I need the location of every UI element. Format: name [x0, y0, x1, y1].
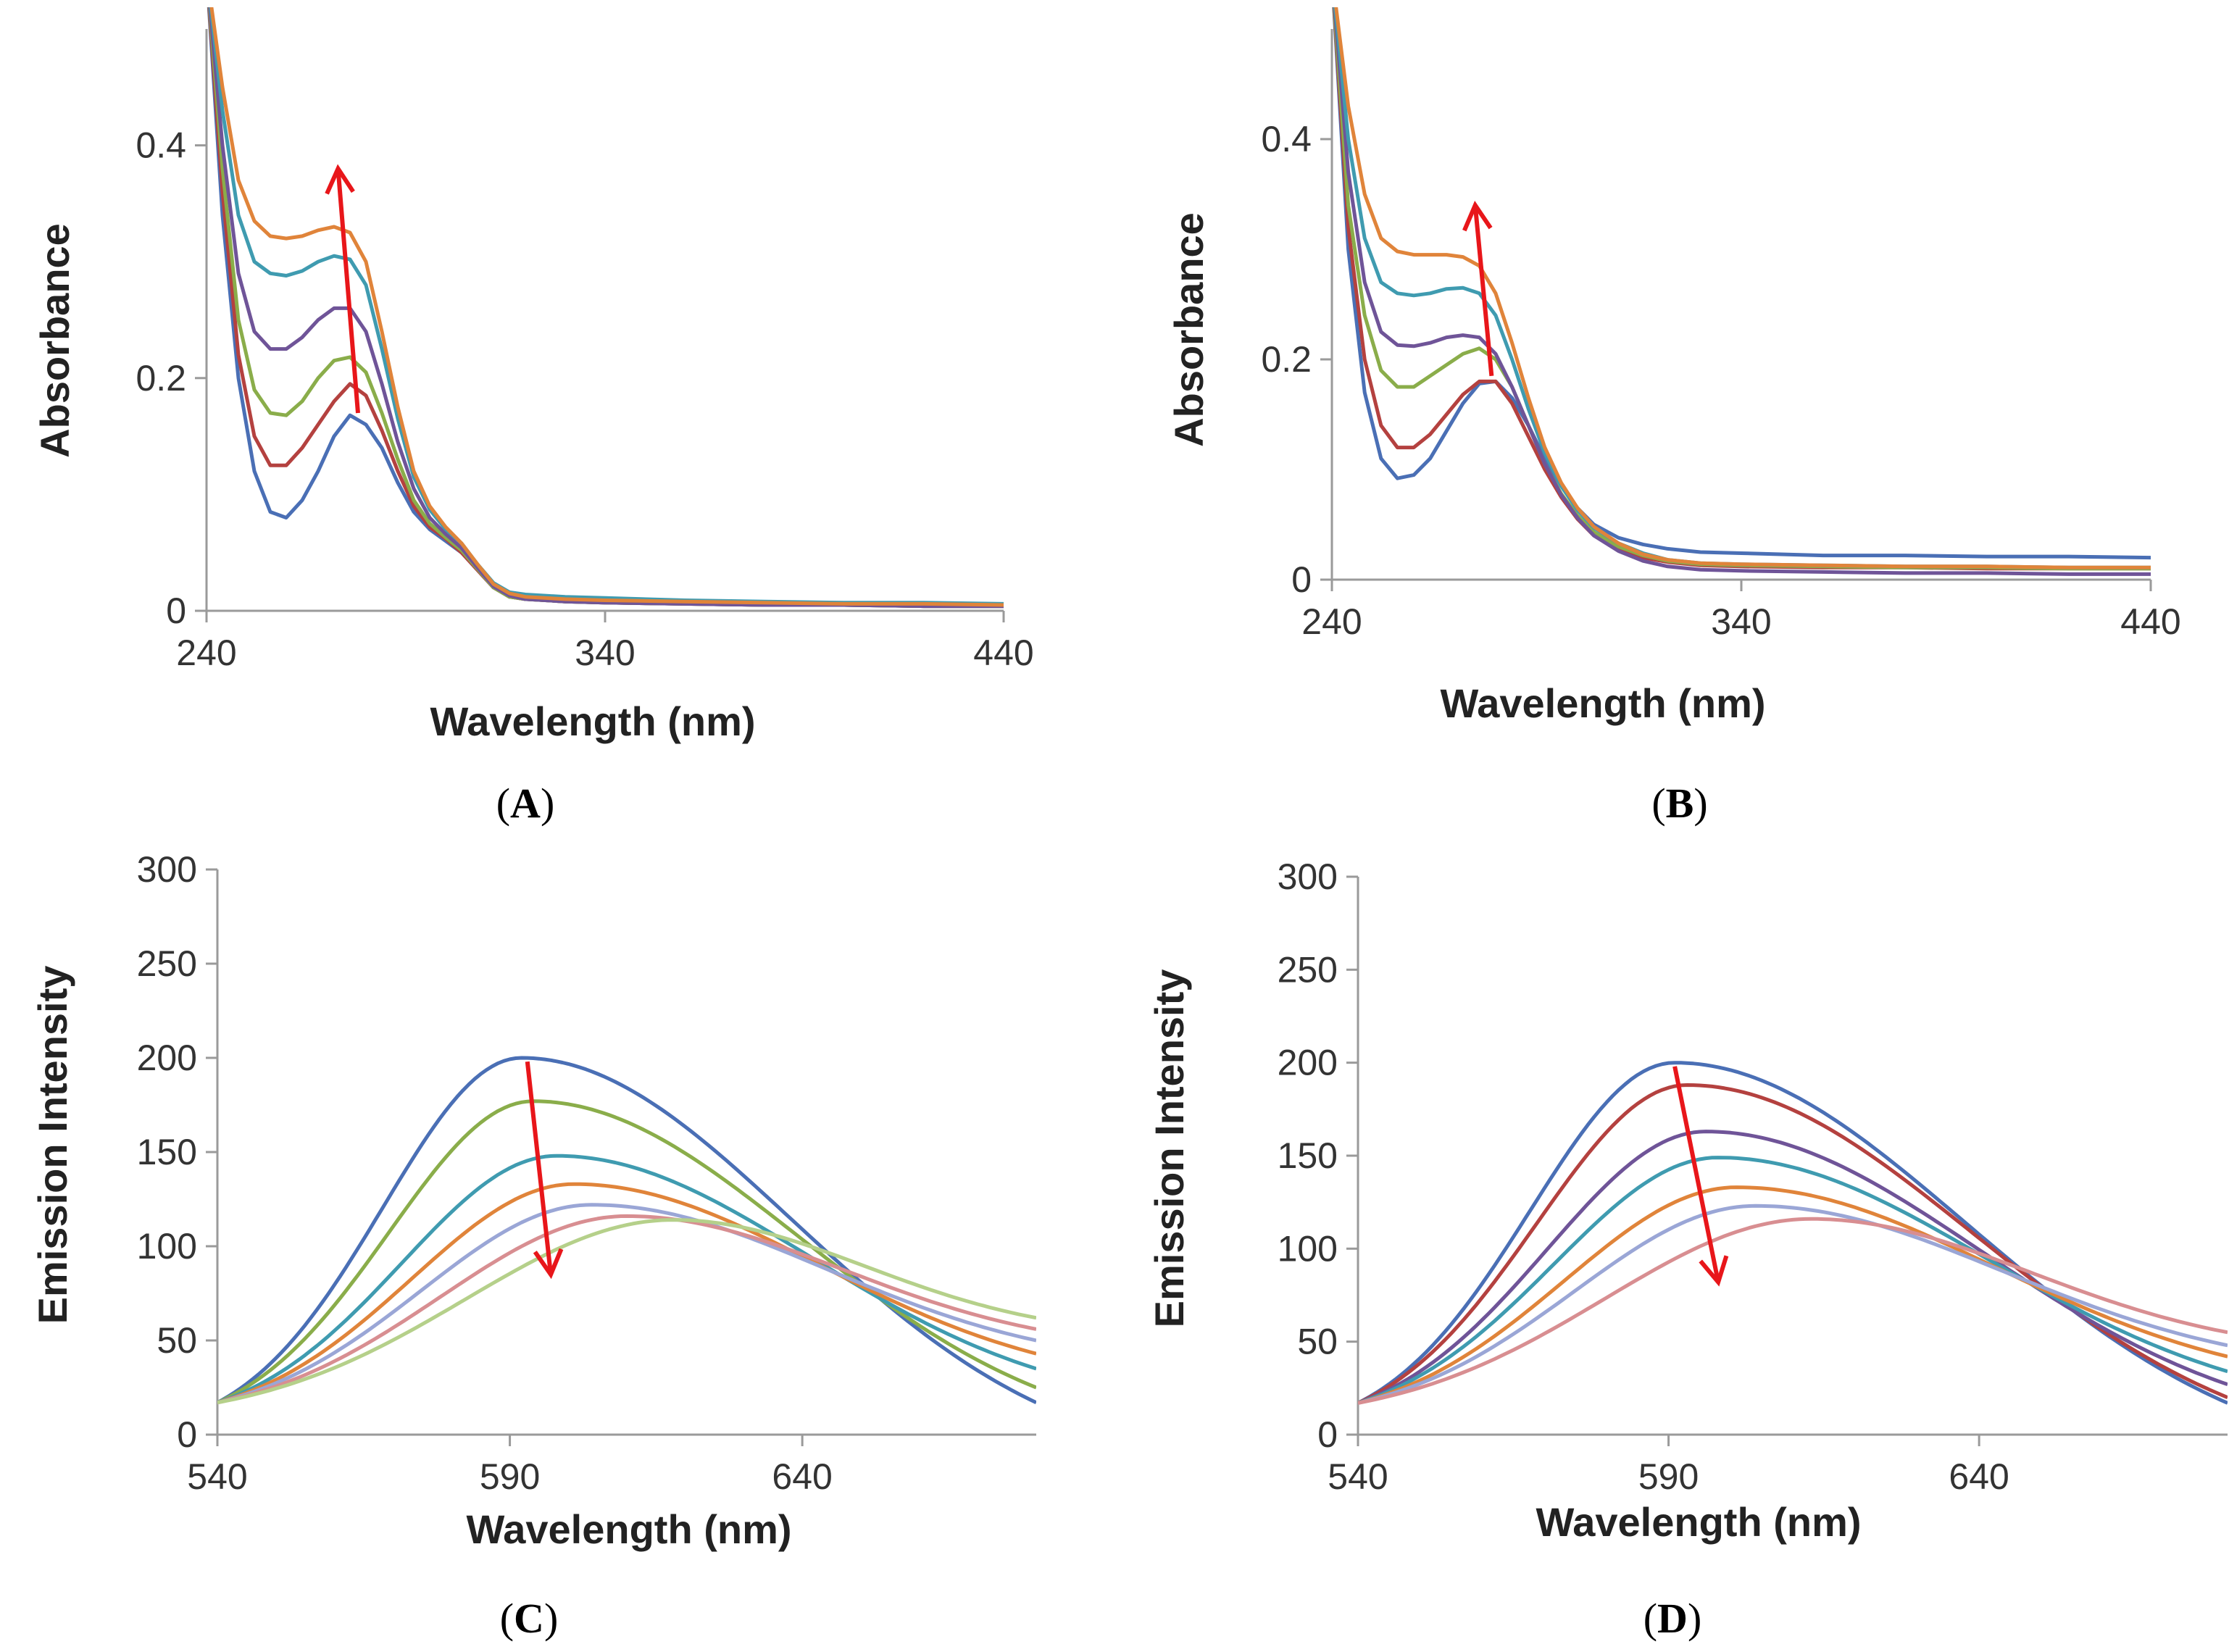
series-line-s4	[1333, 7, 2151, 576]
x-tick-label: 240	[176, 633, 236, 673]
x-tick-label: 540	[1328, 1456, 1388, 1497]
trend-arrow-head	[325, 164, 355, 195]
x-tick-label: 640	[1949, 1456, 2009, 1497]
series-line-s7	[1358, 1217, 2228, 1405]
x-tick-label: 590	[1638, 1456, 1699, 1497]
series-line-s6	[1358, 1203, 2228, 1405]
x-tick-label: 440	[973, 633, 1033, 673]
trend-arrow	[1472, 204, 1494, 377]
y-axis-label: Absorbance	[32, 223, 78, 458]
trend-arrow	[525, 1061, 554, 1275]
x-axis-label: Wavelength (nm)	[1536, 1499, 1861, 1545]
series-line-s6	[209, 7, 1004, 607]
x-axis-label: Wavelength (nm)	[466, 1506, 791, 1552]
series-line-s5	[1333, 7, 2151, 570]
chart-panel-b: Absorbance Wavelength (nm) 0 0.2 0.4 240 340…	[1166, 7, 2181, 726]
x-axis-label: Wavelength (nm)	[1440, 680, 1765, 726]
y-axis-label: Emission Intensity	[1146, 969, 1192, 1328]
series-group	[217, 1056, 1036, 1405]
y-tick-label: 50	[1297, 1322, 1338, 1362]
x-tick-label: 590	[480, 1456, 540, 1497]
y-tick-label: 150	[137, 1132, 197, 1172]
x-tick-label: 340	[1711, 601, 1771, 642]
y-tick-label: 150	[1278, 1135, 1338, 1176]
panel-label-d: (D)	[1643, 1595, 1702, 1642]
y-tick-label: 250	[137, 943, 197, 984]
y-tick-label: 300	[1278, 856, 1338, 897]
series-line-s5	[217, 1203, 1036, 1405]
y-tick-label: 0.2	[136, 358, 186, 399]
x-axis-label: Wavelength (nm)	[430, 698, 755, 744]
trend-arrow-head	[533, 1248, 564, 1280]
y-axis-label: Emission Intensity	[30, 966, 75, 1324]
series-group	[207, 7, 1004, 609]
chart-panel-c: Emission Intensity Wavelength (nm) 0 50 10…	[30, 849, 1036, 1552]
series-line-s3	[1332, 7, 2151, 571]
series-line-s1	[217, 1056, 1036, 1405]
y-tick-label: 0	[1317, 1414, 1338, 1455]
series-line-s2	[217, 1099, 1036, 1405]
y-tick-label: 100	[137, 1226, 197, 1267]
y-tick-label: 50	[157, 1320, 197, 1361]
series-line-s5	[1358, 1185, 2228, 1405]
chart-panel-a: Absorbance Wavelength (nm) 0 0.2 0.4 240 340…	[32, 7, 1034, 744]
y-axis-label: Absorbance	[1166, 212, 1212, 447]
x-tick-label: 640	[772, 1456, 832, 1497]
panel-label-c: (C)	[499, 1595, 559, 1642]
series-line-s2	[207, 7, 1004, 609]
series-line-s4	[217, 1182, 1036, 1405]
y-tick-label: 250	[1278, 949, 1338, 990]
trend-arrow-head	[1462, 200, 1493, 232]
y-tick-label: 0.4	[136, 125, 186, 166]
y-tick-label: 0.2	[1261, 339, 1312, 380]
series-line-s3	[207, 7, 1004, 609]
y-tick-label: 300	[137, 849, 197, 890]
x-tick-label: 240	[1301, 601, 1362, 642]
series-line-s1	[207, 7, 1004, 609]
series-line-s1	[1358, 1061, 2228, 1405]
plot-area: 0 0.2 0.4 240 340 440	[1261, 7, 2181, 642]
series-line-s4	[1358, 1156, 2228, 1405]
plot-area: 0 0.2 0.4 240 340 440	[136, 7, 1034, 673]
series-line-s2	[1332, 7, 2151, 571]
series-line-s5	[209, 7, 1004, 606]
y-tick-label: 0	[1291, 559, 1312, 600]
y-tick-label: 200	[1278, 1043, 1338, 1083]
series-line-s6	[1334, 7, 2151, 570]
panel-label-a: (A)	[496, 780, 555, 827]
x-tick-label: 540	[187, 1456, 247, 1497]
y-tick-label: 100	[1278, 1228, 1338, 1269]
y-tick-label: 0	[166, 591, 186, 631]
series-line-s3	[1358, 1130, 2228, 1405]
chart-panel-d: Emission Intensity Wavelength (nm) 0 50 10…	[1146, 856, 2228, 1545]
series-line-s3	[217, 1154, 1036, 1405]
trend-arrow	[1672, 1066, 1721, 1283]
y-tick-label: 0.4	[1261, 119, 1312, 159]
trend-arrow-head	[1699, 1255, 1729, 1287]
panel-label-b: (B)	[1651, 780, 1708, 827]
series-group	[1332, 7, 2151, 576]
y-tick-label: 200	[137, 1038, 197, 1078]
series-line-s1	[1332, 7, 2151, 560]
series-line-s7	[217, 1218, 1036, 1405]
series-group	[1358, 1061, 2228, 1405]
plot-area: 0 50 100 150 200 250 300 540 590 640	[1278, 856, 2228, 1497]
series-line-s6	[217, 1214, 1036, 1405]
plot-area: 0 50 100 150 200 250 300 540 590 640	[137, 849, 1036, 1497]
x-tick-label: 340	[575, 633, 635, 673]
series-line-s2	[1358, 1083, 2228, 1405]
series-line-s4	[208, 7, 1004, 609]
y-tick-label: 0	[177, 1414, 197, 1455]
trend-arrow	[336, 168, 360, 414]
x-tick-label: 440	[2120, 601, 2180, 642]
